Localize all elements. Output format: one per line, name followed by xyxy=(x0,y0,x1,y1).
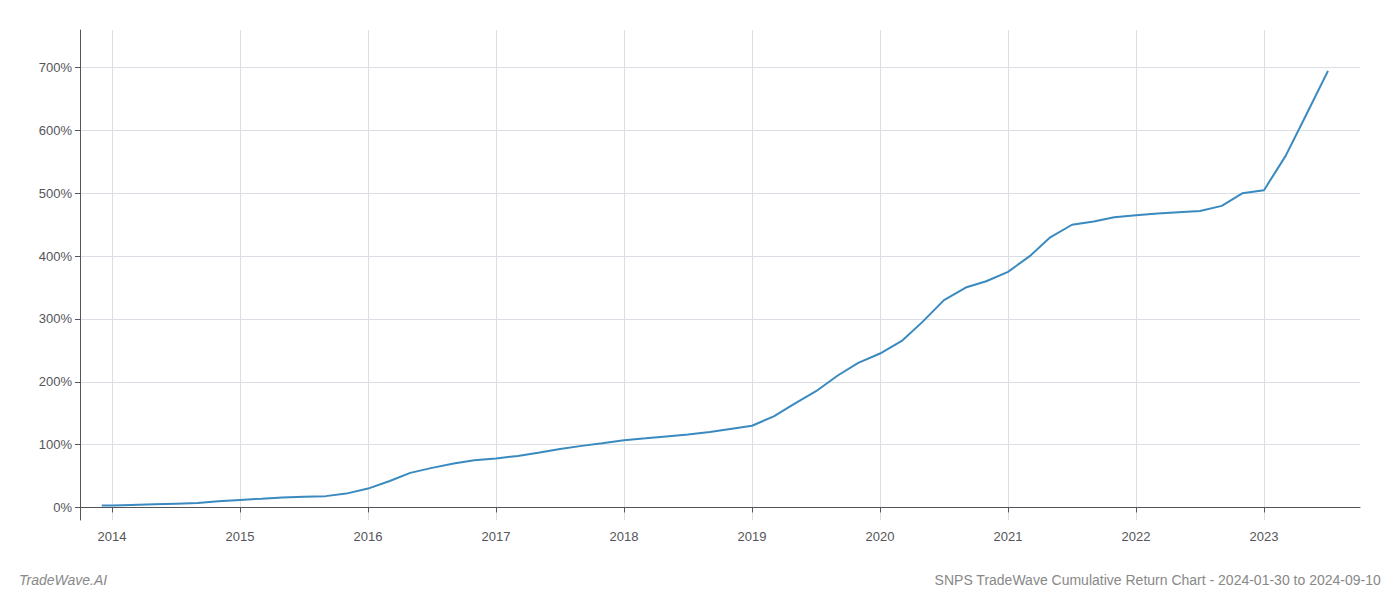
svg-text:2015: 2015 xyxy=(226,529,255,544)
svg-text:300%: 300% xyxy=(39,311,73,326)
svg-text:400%: 400% xyxy=(39,249,73,264)
svg-text:SNPS TradeWave Cumulative Retu: SNPS TradeWave Cumulative Return Chart -… xyxy=(935,572,1381,588)
svg-text:200%: 200% xyxy=(39,374,73,389)
svg-text:0%: 0% xyxy=(53,500,72,515)
svg-text:2020: 2020 xyxy=(866,529,895,544)
svg-text:2022: 2022 xyxy=(1122,529,1151,544)
svg-text:100%: 100% xyxy=(39,437,73,452)
svg-text:500%: 500% xyxy=(39,186,73,201)
svg-text:2016: 2016 xyxy=(354,529,383,544)
svg-text:TradeWave.AI: TradeWave.AI xyxy=(19,572,107,588)
svg-text:2023: 2023 xyxy=(1250,529,1279,544)
svg-text:2018: 2018 xyxy=(610,529,639,544)
svg-text:2021: 2021 xyxy=(994,529,1023,544)
svg-text:2019: 2019 xyxy=(738,529,767,544)
svg-text:2017: 2017 xyxy=(482,529,511,544)
svg-text:600%: 600% xyxy=(39,123,73,138)
svg-text:700%: 700% xyxy=(39,60,73,75)
svg-text:2014: 2014 xyxy=(98,529,127,544)
